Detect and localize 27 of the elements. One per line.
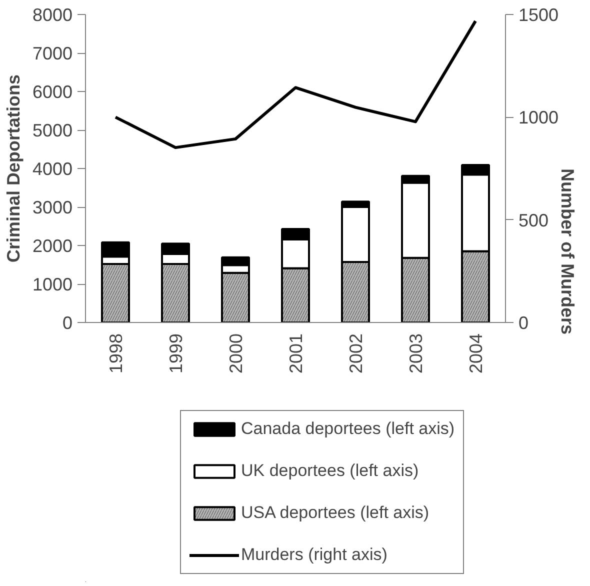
y-tick-label: 2000: [32, 236, 73, 256]
x-tick-label: 1999: [166, 333, 186, 374]
y2-tick-label: 500: [518, 210, 549, 230]
x-tick-label: 2002: [346, 333, 366, 374]
legend-label: Canada deportees (left axis): [241, 419, 455, 439]
y-tick-label: 4000: [32, 159, 73, 179]
y-tick-label: 5000: [32, 120, 73, 140]
line-series: [114, 20, 477, 150]
y-tick-label: 8000: [32, 5, 73, 25]
x-tick-label: 2000: [226, 333, 246, 374]
y2-tick-label: 0: [518, 313, 529, 333]
y2-tick-label: 1000: [518, 108, 559, 128]
legend-label: UK deportees (left axis): [241, 461, 419, 481]
y-tick-label: 3000: [32, 198, 73, 218]
legend-label: Murders (right axis): [241, 545, 388, 565]
y2-axis-title: Number of Murders: [558, 168, 578, 335]
x-tick-label: 2004: [466, 333, 486, 374]
x-tick-label: 1998: [106, 333, 126, 374]
x-tick-label: 2003: [406, 333, 426, 374]
y-tick-label: 6000: [32, 82, 73, 102]
y-tick-label: 1000: [32, 274, 73, 294]
y2-tick-label: 1500: [518, 5, 559, 25]
y-tick-label: 0: [62, 313, 73, 333]
legend-label: USA deportees (left axis): [241, 503, 430, 523]
x-tick-label: 2001: [286, 333, 306, 374]
y-axis-title: Criminal Deportations: [3, 74, 24, 263]
y-tick-label: 7000: [32, 44, 73, 64]
